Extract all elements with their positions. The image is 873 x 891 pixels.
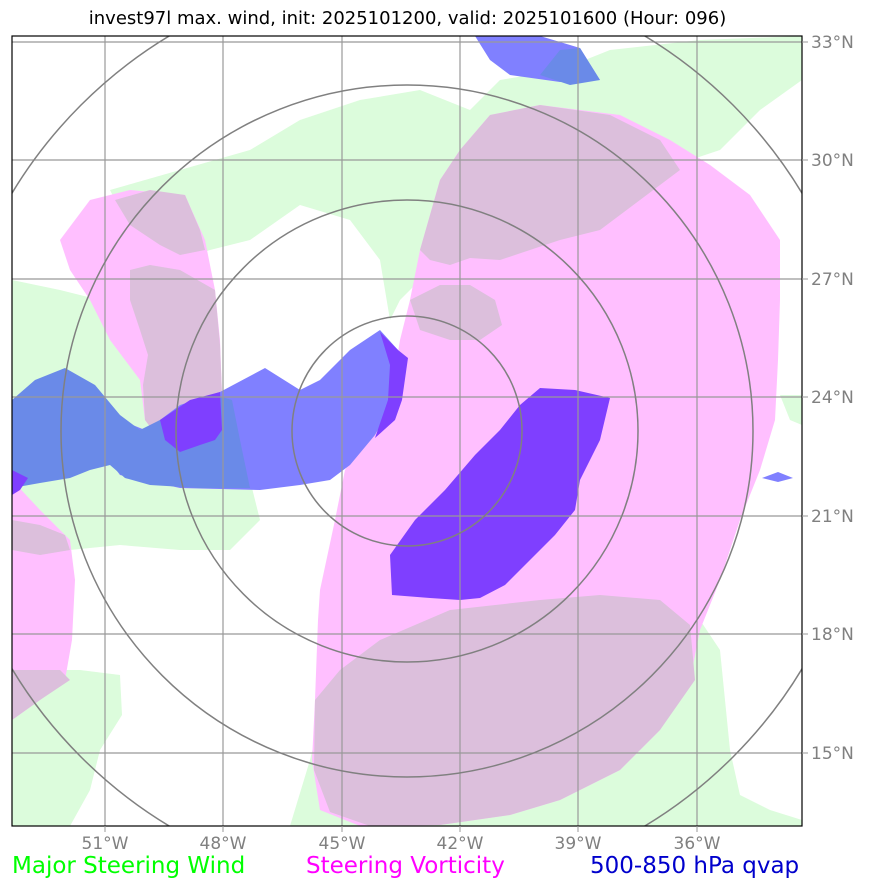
qvap-layer — [12, 36, 793, 600]
overlap-region — [410, 285, 502, 340]
range-ring — [60, 84, 754, 778]
map-title: invest97l max. wind, init: 2025101200, v… — [88, 8, 727, 29]
range-ring — [175, 199, 639, 663]
latitude-tick-labels: 33°N 30°N 27°N 24°N 21°N 18°N 15°N — [811, 33, 854, 764]
qvap-region — [12, 470, 28, 495]
qvap-region — [390, 388, 610, 600]
overlap-region — [420, 105, 680, 265]
latitude-tick-label: 30°N — [811, 151, 854, 171]
tick-marks — [104, 41, 808, 832]
latitude-tick-label: 21°N — [811, 507, 854, 527]
qvap-region — [375, 332, 408, 438]
longitude-tick-label: 48°W — [200, 834, 247, 854]
longitude-tick-labels: 51°W 48°W 45°W 42°W 39°W 36°W — [82, 834, 721, 854]
steering-wind-region — [780, 395, 802, 425]
overlap-region — [314, 595, 695, 826]
longitude-tick-label: 42°W — [437, 834, 484, 854]
longitude-tick-label: 51°W — [82, 834, 129, 854]
range-ring — [291, 315, 523, 547]
overlap-layer — [12, 105, 695, 826]
legend-steering-wind: Major Steering Wind — [12, 853, 246, 879]
longitude-tick-label: 36°W — [674, 834, 721, 854]
latitude-tick-label: 18°N — [811, 625, 854, 645]
legend-qvap: 500-850 hPa qvap — [590, 853, 800, 879]
latitude-tick-label: 15°N — [811, 744, 854, 764]
longitude-tick-label: 45°W — [319, 834, 366, 854]
latitude-tick-label: 27°N — [811, 270, 854, 290]
overlap-region — [115, 190, 205, 255]
lat-lon-grid — [12, 36, 802, 826]
plot-frame — [11, 35, 803, 827]
legend-steering-vorticity: Steering Vorticity — [306, 853, 505, 879]
latitude-tick-label: 33°N — [811, 33, 854, 53]
overlap-region — [12, 520, 70, 555]
longitude-tick-label: 39°W — [555, 834, 602, 854]
latitude-tick-label: 24°N — [811, 388, 854, 408]
qvap-region — [12, 368, 250, 488]
qvap-region — [540, 48, 600, 85]
qvap-region — [762, 472, 793, 482]
overlap-region — [12, 670, 70, 720]
